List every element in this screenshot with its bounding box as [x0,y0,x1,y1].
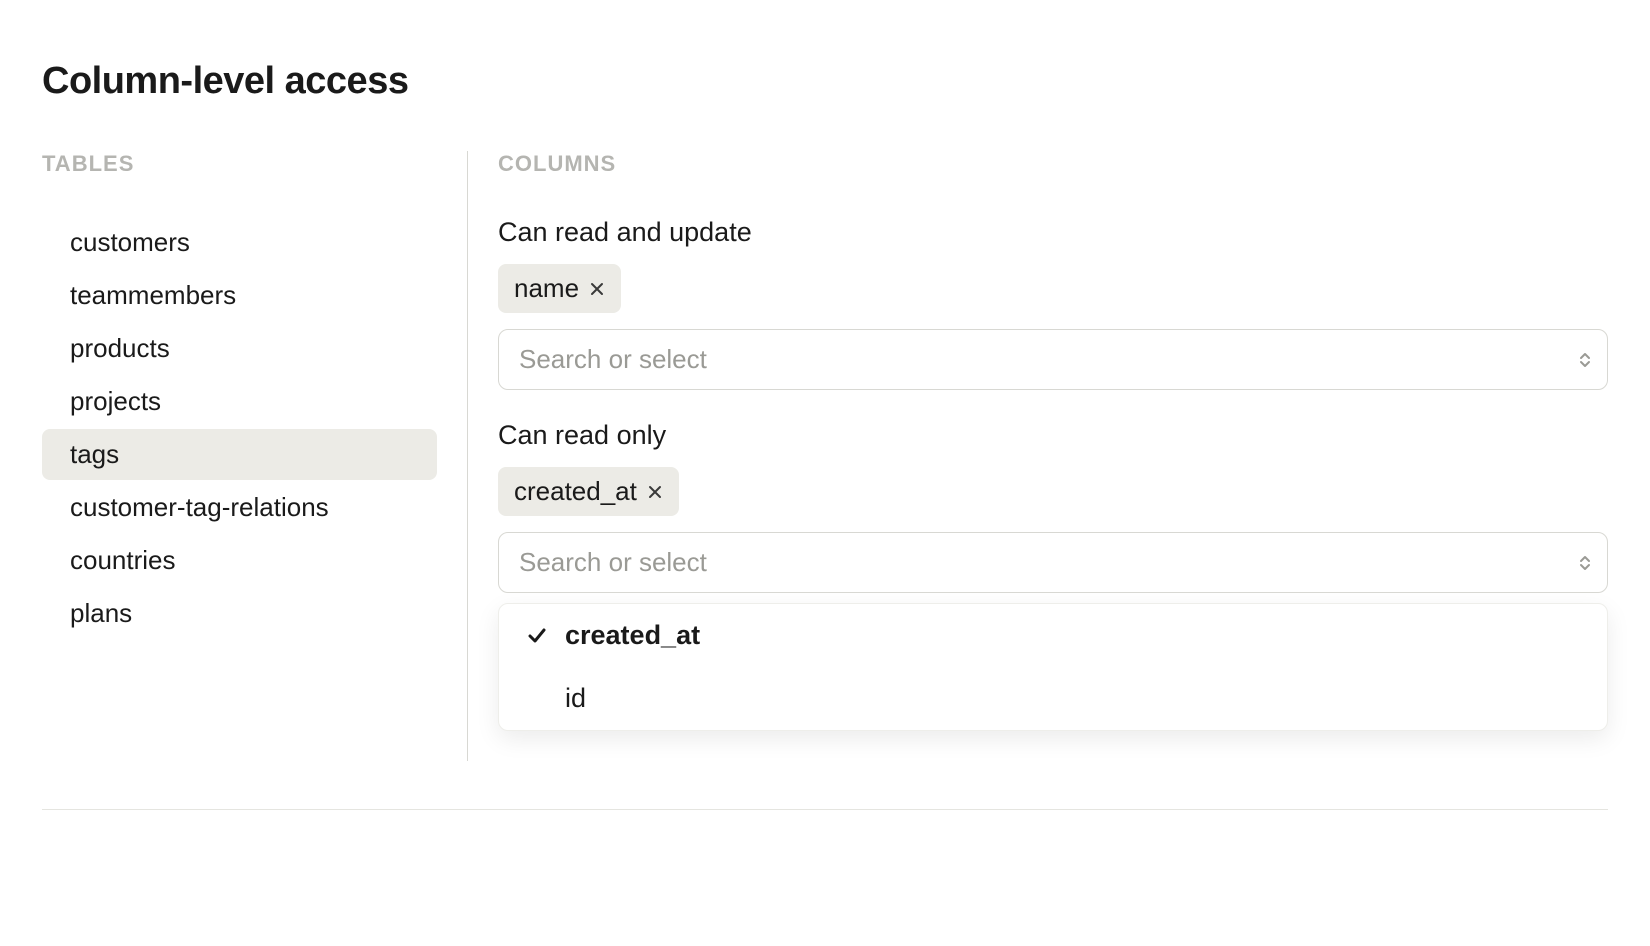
dropdown-option-label: created_at [565,620,1583,651]
table-item-customer-tag-relations[interactable]: customer-tag-relations [42,482,437,533]
read-update-select[interactable]: Search or select [498,329,1608,390]
table-item-tags[interactable]: tags [42,429,437,480]
columns-header: Columns [498,151,1608,177]
tables-header: Tables [42,151,437,177]
page-title: Column-level access [42,60,1608,103]
tag-created-at: created_at [498,467,679,516]
dropdown-option-id[interactable]: id [499,667,1607,730]
table-item-customers[interactable]: customers [42,217,437,268]
read-only-dropdown: created_at id [498,603,1608,731]
columns-panel: Columns Can read and update name Search … [467,151,1608,761]
read-only-tags: created_at [498,467,1608,516]
dropdown-option-created-at[interactable]: created_at [499,604,1607,667]
remove-tag-icon[interactable] [589,281,605,297]
read-only-select[interactable]: Search or select [498,532,1608,593]
read-update-section: Can read and update name Search or selec… [498,217,1608,390]
tag-name: name [498,264,621,313]
tables-sidebar: Tables customers teammembers products pr… [42,151,467,761]
read-only-section: Can read only created_at Search or selec… [498,420,1608,731]
tag-label: created_at [514,476,637,507]
check-icon [523,625,551,647]
bottom-divider [42,809,1608,810]
tag-label: name [514,273,579,304]
table-item-projects[interactable]: projects [42,376,437,427]
table-item-plans[interactable]: plans [42,588,437,639]
read-update-tags: name [498,264,1608,313]
table-item-teammembers[interactable]: teammembers [42,270,437,321]
select-placeholder: Search or select [519,344,707,374]
read-update-label: Can read and update [498,217,1608,248]
read-only-label: Can read only [498,420,1608,451]
remove-tag-icon[interactable] [647,484,663,500]
select-caret-icon [1579,352,1591,368]
select-placeholder: Search or select [519,547,707,577]
dropdown-option-label: id [565,683,1583,714]
table-item-products[interactable]: products [42,323,437,374]
layout: Tables customers teammembers products pr… [42,151,1608,761]
table-list: customers teammembers products projects … [42,217,437,639]
table-item-countries[interactable]: countries [42,535,437,586]
select-caret-icon [1579,555,1591,571]
